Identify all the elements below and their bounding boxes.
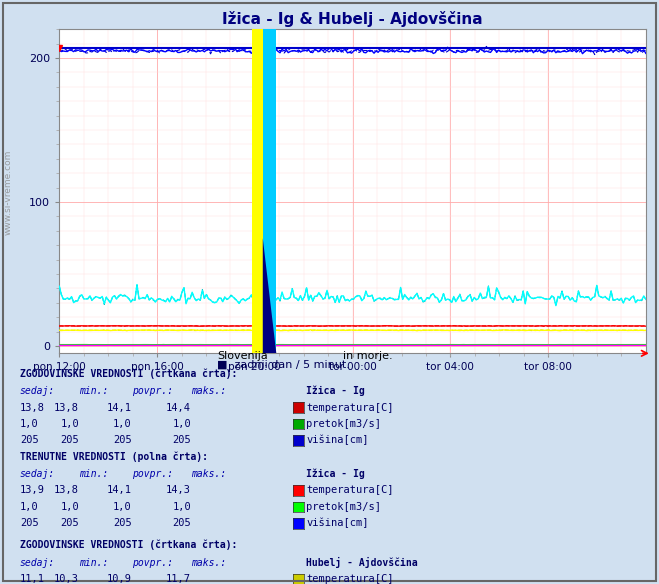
Polygon shape [263,238,276,353]
Text: 1,0: 1,0 [20,502,38,512]
Text: min.:: min.: [79,386,109,396]
Text: pretok[m3/s]: pretok[m3/s] [306,502,382,512]
Text: povpr.:: povpr.: [132,386,173,396]
Text: temperatura[C]: temperatura[C] [306,402,394,412]
Text: Slovenija: Slovenija [217,351,268,361]
Text: 14,3: 14,3 [166,485,191,495]
Text: Ižica - Ig: Ižica - Ig [306,468,365,479]
Text: 205: 205 [113,435,132,445]
Text: 205: 205 [20,435,38,445]
Text: min.:: min.: [79,558,109,568]
Text: 1,0: 1,0 [113,502,132,512]
Text: višina[cm]: višina[cm] [306,435,369,445]
Text: 205: 205 [20,518,38,528]
Text: sedaj:: sedaj: [20,558,55,568]
Text: povpr.:: povpr.: [132,469,173,479]
Text: Ižica - Ig: Ižica - Ig [306,385,365,396]
Text: 1,0: 1,0 [61,502,79,512]
Text: min.:: min.: [79,469,109,479]
Text: 13,8: 13,8 [54,485,79,495]
Text: višina[cm]: višina[cm] [306,518,369,528]
Text: temperatura[C]: temperatura[C] [306,485,394,495]
Text: 1,0: 1,0 [20,419,38,429]
Text: 13,8: 13,8 [54,402,79,412]
Text: ZGODOVINSKE VREDNOSTI (črtkana črta):: ZGODOVINSKE VREDNOSTI (črtkana črta): [20,368,237,378]
Text: www.si-vreme.com: www.si-vreme.com [3,150,13,235]
Text: 1,0: 1,0 [61,419,79,429]
Text: maks.:: maks.: [191,386,226,396]
Text: sedaj:: sedaj: [20,386,55,396]
Title: Ižica - Ig & Hubelj - Ajdovščina: Ižica - Ig & Hubelj - Ajdovščina [222,11,483,27]
Text: ZGODOVINSKE VREDNOSTI (črtkana črta):: ZGODOVINSKE VREDNOSTI (črtkana črta): [20,540,237,550]
Text: 205: 205 [173,518,191,528]
Text: 13,8: 13,8 [20,402,45,412]
Text: 14,1: 14,1 [107,485,132,495]
Text: 205: 205 [173,435,191,445]
Text: 1,0: 1,0 [173,419,191,429]
Text: ■  zadnji dan / 5 minut.: ■ zadnji dan / 5 minut. [217,360,351,370]
Text: maks.:: maks.: [191,469,226,479]
Text: 14,4: 14,4 [166,402,191,412]
Text: 11,1: 11,1 [20,574,45,584]
Text: 1,0: 1,0 [113,419,132,429]
Text: 14,1: 14,1 [107,402,132,412]
Bar [252,29,265,353]
Text: povpr.:: povpr.: [132,558,173,568]
Text: maks.:: maks.: [191,558,226,568]
Text: temperatura[C]: temperatura[C] [306,574,394,584]
Text: 10,9: 10,9 [107,574,132,584]
Text: 11,7: 11,7 [166,574,191,584]
Text: pretok[m3/s]: pretok[m3/s] [306,419,382,429]
Text: 205: 205 [113,518,132,528]
Text: TRENUTNE VREDNOSTI (polna črta):: TRENUTNE VREDNOSTI (polna črta): [20,451,208,461]
Text: 13,9: 13,9 [20,485,45,495]
Text: 10,3: 10,3 [54,574,79,584]
Bar [263,29,276,353]
Text: sedaj:: sedaj: [20,469,55,479]
Text: 205: 205 [61,435,79,445]
Text: Hubelj - Ajdovščina: Hubelj - Ajdovščina [306,557,418,568]
Text: in morje.: in morje. [343,351,392,361]
Text: 1,0: 1,0 [173,502,191,512]
Text: 205: 205 [61,518,79,528]
